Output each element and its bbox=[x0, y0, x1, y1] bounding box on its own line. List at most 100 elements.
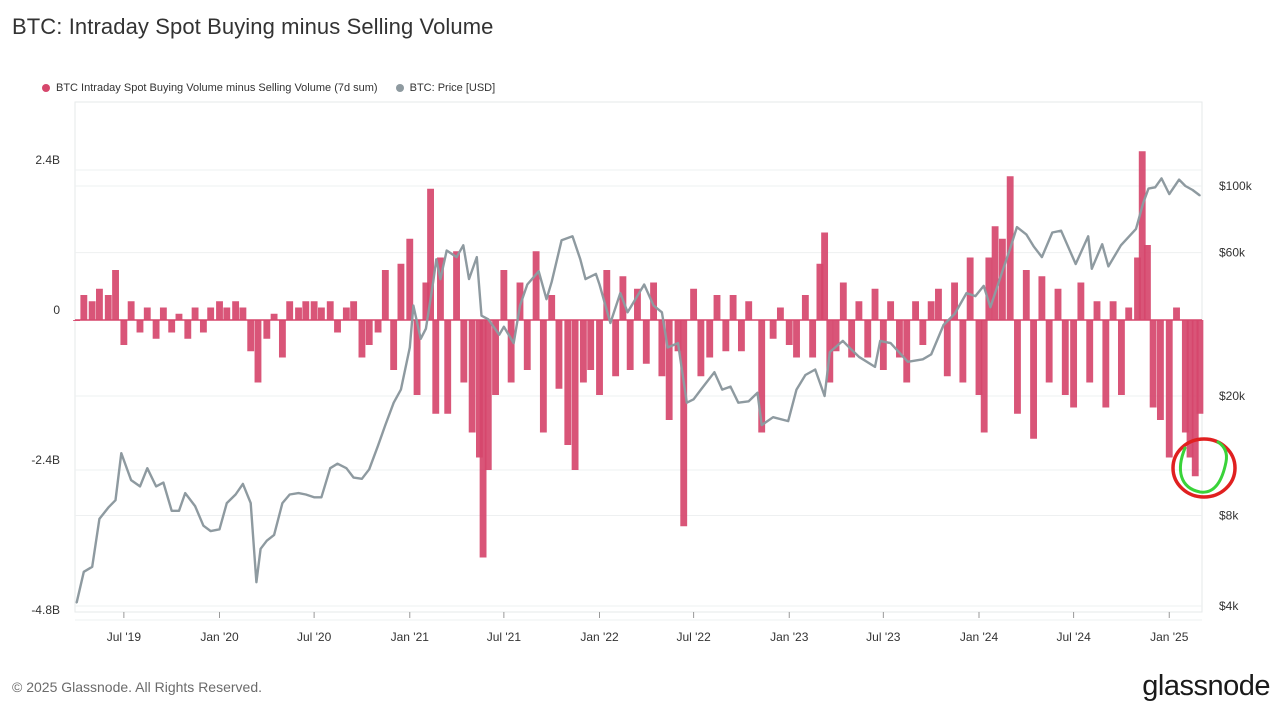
volume-bar[interactable] bbox=[1186, 320, 1194, 458]
volume-bar[interactable] bbox=[1125, 307, 1133, 321]
volume-bar[interactable] bbox=[680, 320, 688, 527]
volume-bar[interactable] bbox=[801, 295, 809, 320]
volume-bar[interactable] bbox=[358, 320, 366, 358]
volume-bar[interactable] bbox=[555, 320, 563, 389]
volume-bar[interactable] bbox=[1149, 320, 1157, 408]
volume-bar[interactable] bbox=[713, 295, 721, 320]
volume-bar[interactable] bbox=[406, 238, 414, 320]
volume-bar[interactable] bbox=[603, 270, 611, 320]
volume-bar[interactable] bbox=[342, 307, 350, 321]
volume-bar[interactable] bbox=[136, 320, 144, 333]
volume-bar[interactable] bbox=[658, 320, 666, 377]
volume-bar[interactable] bbox=[159, 307, 167, 321]
volume-bar[interactable] bbox=[295, 307, 302, 321]
volume-bar[interactable] bbox=[927, 301, 935, 320]
volume-bar[interactable] bbox=[120, 320, 128, 345]
volume-bar[interactable] bbox=[966, 257, 974, 321]
volume-bar[interactable] bbox=[232, 301, 240, 320]
volume-bar[interactable] bbox=[479, 320, 487, 558]
volume-bar[interactable] bbox=[184, 320, 192, 339]
volume-bar[interactable] bbox=[864, 320, 872, 358]
volume-bar[interactable] bbox=[991, 226, 999, 320]
volume-bar[interactable] bbox=[839, 282, 847, 321]
volume-bar[interactable] bbox=[88, 301, 96, 320]
volume-bar[interactable] bbox=[1077, 282, 1085, 321]
legend-item-price[interactable]: BTC: Price [USD] bbox=[395, 82, 495, 94]
volume-bar[interactable] bbox=[612, 320, 620, 377]
volume-bar[interactable] bbox=[476, 320, 483, 458]
volume-bar[interactable] bbox=[422, 282, 430, 321]
volume-bar[interactable] bbox=[650, 282, 658, 321]
volume-bar[interactable] bbox=[816, 263, 824, 320]
volume-bar[interactable] bbox=[665, 320, 673, 420]
volume-bar[interactable] bbox=[460, 320, 468, 383]
volume-bar[interactable] bbox=[571, 320, 579, 470]
volume-bar[interactable] bbox=[310, 301, 318, 320]
volume-bar[interactable] bbox=[1117, 320, 1125, 395]
volume-bar[interactable] bbox=[1173, 307, 1180, 321]
volume-bar[interactable] bbox=[1038, 276, 1046, 320]
volume-bar[interactable] bbox=[634, 288, 641, 320]
volume-bar[interactable] bbox=[1191, 320, 1199, 477]
volume-bar[interactable] bbox=[1196, 320, 1204, 414]
volume-bar[interactable] bbox=[254, 320, 262, 383]
volume-bar[interactable] bbox=[758, 320, 766, 433]
volume-bar[interactable] bbox=[935, 288, 942, 320]
volume-bar[interactable] bbox=[532, 251, 540, 320]
volume-bar[interactable] bbox=[453, 251, 460, 320]
volume-bar[interactable] bbox=[1061, 320, 1069, 395]
volume-bar[interactable] bbox=[492, 320, 499, 395]
volume-bar[interactable] bbox=[706, 320, 714, 358]
volume-bar[interactable] bbox=[507, 320, 515, 383]
volume-bar[interactable] bbox=[848, 320, 856, 358]
volume-bar[interactable] bbox=[1070, 320, 1078, 408]
volume-bar[interactable] bbox=[427, 188, 434, 320]
volume-bar[interactable] bbox=[596, 320, 603, 395]
volume-bar[interactable] bbox=[985, 257, 993, 321]
volume-bar[interactable] bbox=[674, 320, 682, 352]
volume-bar[interactable] bbox=[216, 301, 223, 320]
volume-bar[interactable] bbox=[1093, 301, 1101, 320]
volume-bar[interactable] bbox=[1014, 320, 1021, 414]
volume-bar[interactable] bbox=[1045, 320, 1053, 383]
volume-bar[interactable] bbox=[980, 320, 988, 433]
volume-bar[interactable] bbox=[951, 282, 958, 321]
volume-bar[interactable] bbox=[223, 307, 231, 321]
volume-bar[interactable] bbox=[317, 307, 325, 321]
volume-bar[interactable] bbox=[785, 320, 793, 345]
volume-bar[interactable] bbox=[278, 320, 286, 358]
volume-bar[interactable] bbox=[821, 232, 829, 321]
volume-bar[interactable] bbox=[247, 320, 255, 352]
volume-bar[interactable] bbox=[769, 320, 777, 339]
volume-bar[interactable] bbox=[143, 307, 151, 321]
volume-bar[interactable] bbox=[919, 320, 927, 345]
volume-bar[interactable] bbox=[1054, 288, 1062, 320]
volume-bar[interactable] bbox=[1086, 320, 1094, 383]
volume-bar[interactable] bbox=[175, 313, 183, 320]
volume-bar[interactable] bbox=[738, 320, 745, 352]
volume-bar[interactable] bbox=[642, 320, 650, 364]
volume-bar[interactable] bbox=[168, 320, 176, 333]
volume-bar[interactable] bbox=[690, 288, 698, 320]
volume-bar[interactable] bbox=[587, 320, 595, 370]
volume-bar[interactable] bbox=[903, 320, 911, 383]
volume-bar[interactable] bbox=[104, 295, 112, 320]
volume-bar[interactable] bbox=[112, 270, 119, 320]
volume-bar[interactable] bbox=[1181, 320, 1189, 433]
volume-bar[interactable] bbox=[1030, 320, 1038, 439]
volume-bar[interactable] bbox=[397, 263, 405, 320]
volume-bar[interactable] bbox=[855, 301, 863, 320]
volume-bar[interactable] bbox=[1165, 320, 1173, 458]
volume-bar[interactable] bbox=[286, 301, 294, 320]
volume-bar[interactable] bbox=[548, 295, 556, 320]
volume-bar[interactable] bbox=[722, 320, 730, 352]
volume-bar[interactable] bbox=[199, 320, 207, 333]
volume-bar[interactable] bbox=[745, 301, 753, 320]
volume-bar[interactable] bbox=[80, 295, 88, 320]
volume-bar[interactable] bbox=[484, 320, 492, 470]
volume-bar[interactable] bbox=[152, 320, 160, 339]
volume-bar[interactable] bbox=[523, 320, 531, 370]
volume-bar[interactable] bbox=[896, 320, 903, 358]
volume-bar[interactable] bbox=[943, 320, 951, 377]
volume-bar[interactable] bbox=[263, 320, 271, 339]
